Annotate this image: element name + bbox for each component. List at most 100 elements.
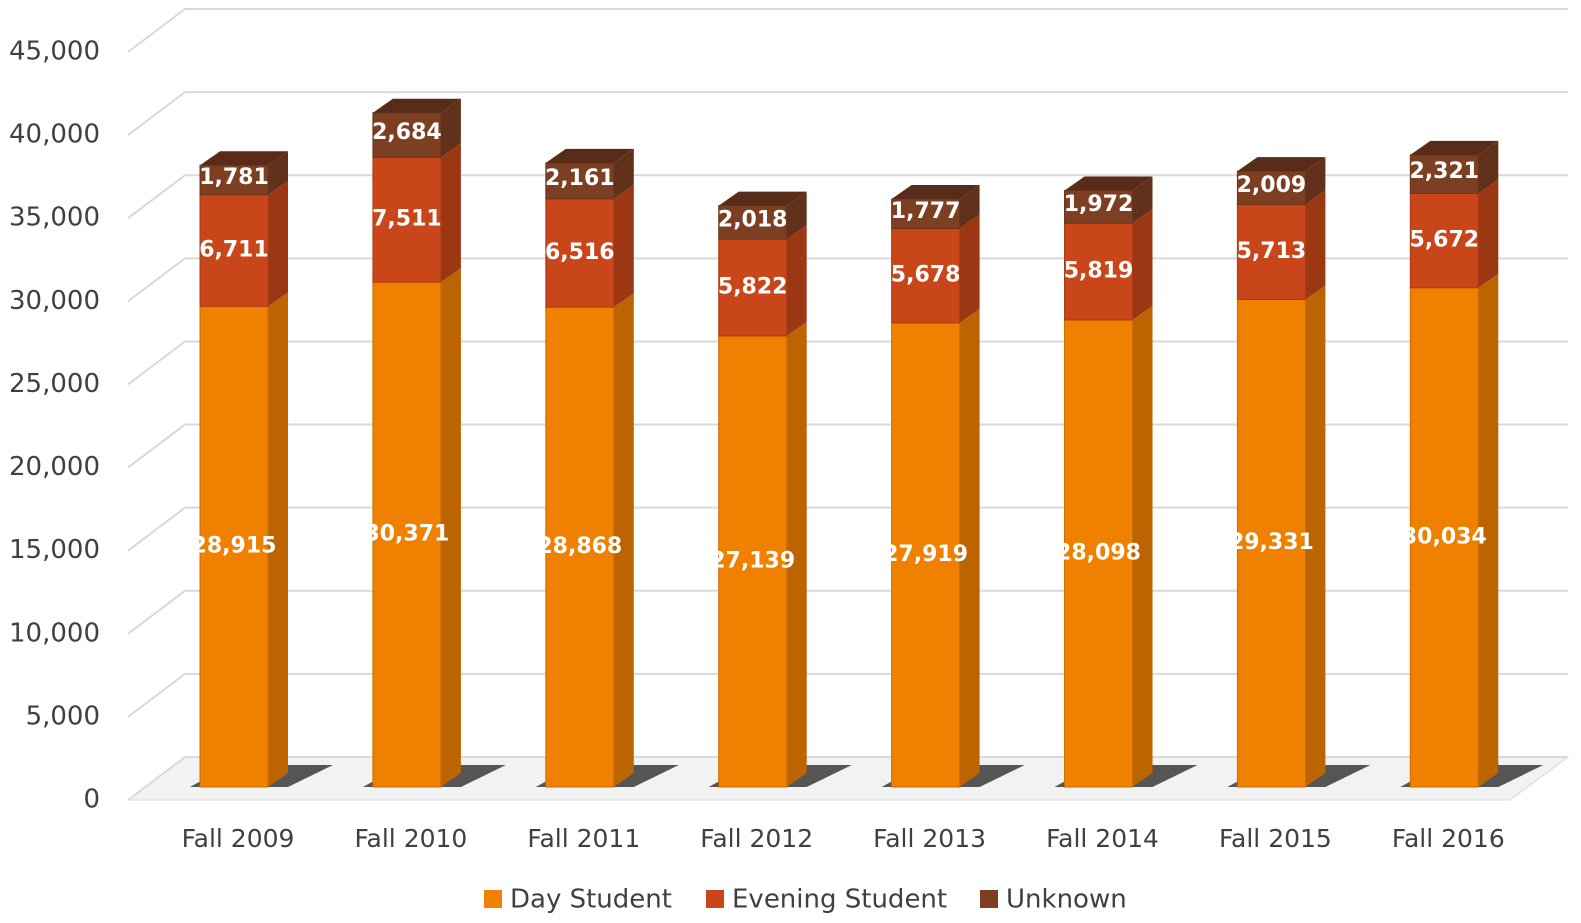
bar-side	[1478, 273, 1499, 787]
x-tick-label: Fall 2013	[873, 824, 986, 853]
bar-top	[545, 148, 634, 163]
bar-side	[268, 151, 288, 195]
bar-top	[1237, 157, 1326, 172]
stacked-bar	[372, 98, 461, 788]
bar-segment	[718, 205, 788, 240]
data-label: 7,511	[372, 207, 442, 232]
bar-side	[1305, 285, 1326, 787]
data-label: 2,684	[372, 120, 442, 145]
bar-segment	[891, 198, 961, 230]
data-label: 1,972	[1064, 192, 1134, 217]
bar-side	[1132, 209, 1153, 320]
x-tick-label: Fall 2010	[354, 824, 467, 853]
y-tick-label: 45,000	[9, 37, 100, 67]
data-label: 2,321	[1410, 159, 1480, 184]
bar-side	[959, 185, 980, 229]
legend-label: Unknown	[1006, 885, 1127, 915]
bar-side	[1478, 140, 1499, 194]
bar-side	[268, 292, 288, 787]
stacked-bar	[1236, 157, 1326, 788]
bar-side	[613, 184, 634, 308]
y-tick-label: 30,000	[9, 286, 100, 316]
bar-side	[1132, 305, 1153, 787]
grid-line	[127, 506, 1568, 552]
legend-label: Evening Student	[732, 885, 947, 915]
bar-segment	[545, 306, 615, 788]
data-label: 1,781	[199, 165, 269, 190]
bar-top	[372, 98, 461, 113]
bar-segment	[718, 238, 788, 337]
data-label: 1,777	[891, 199, 961, 224]
bar-segment	[545, 198, 615, 308]
grid-line	[127, 589, 1568, 635]
data-label: 28,868	[537, 534, 622, 559]
bar-side	[268, 180, 288, 307]
stacked-bar	[1064, 176, 1153, 788]
bar-segment	[372, 156, 442, 283]
bar-segment	[372, 112, 442, 158]
bar-segment	[718, 335, 788, 788]
data-label: 2,009	[1237, 173, 1307, 198]
bar-side	[1305, 157, 1326, 205]
bar-segment	[1064, 319, 1133, 788]
stacked-bar	[1409, 140, 1499, 788]
data-label: 5,672	[1410, 228, 1480, 253]
bar-segment	[1409, 154, 1479, 194]
data-label: 2,018	[718, 207, 788, 232]
y-tick-label: 15,000	[9, 535, 100, 565]
y-tick-label: 5,000	[26, 701, 100, 731]
bar-side	[440, 268, 461, 787]
x-tick-label: Fall 2011	[527, 824, 640, 853]
data-label: 28,098	[1056, 540, 1141, 565]
data-label: 6,516	[545, 240, 615, 265]
grid-line	[127, 8, 1568, 53]
data-label: 30,371	[364, 522, 449, 547]
bar-segment	[199, 305, 269, 788]
bar-side	[1305, 190, 1326, 300]
bar-segment	[199, 194, 269, 307]
bar-side	[786, 225, 807, 336]
bar-side	[613, 148, 634, 199]
data-label: 5,822	[718, 275, 788, 300]
floor	[126, 756, 1570, 801]
bar-segment	[1409, 287, 1479, 788]
bar-side	[786, 321, 807, 787]
bar-top	[891, 185, 980, 200]
stacked-bar	[718, 191, 807, 788]
stacked-bar	[545, 148, 634, 788]
bar-segment	[1064, 189, 1133, 224]
grid-line	[127, 257, 1568, 303]
bar-side	[1132, 176, 1153, 224]
data-label: 2,161	[545, 166, 615, 191]
x-tick-label: Fall 2014	[1046, 824, 1159, 853]
bar-segment	[1236, 298, 1306, 788]
data-label: 29,331	[1229, 530, 1314, 555]
y-tick-label: 10,000	[9, 618, 100, 648]
bar-top	[1064, 176, 1153, 191]
data-label: 6,711	[199, 238, 269, 263]
legend-swatch	[980, 890, 998, 908]
data-label: 5,713	[1237, 239, 1307, 264]
grid-line	[127, 174, 1568, 220]
data-label: 5,678	[891, 263, 961, 288]
bar-segment	[1409, 192, 1479, 289]
bar-side	[1478, 179, 1499, 288]
bar-segment	[891, 322, 961, 788]
data-label: 28,915	[192, 534, 277, 559]
y-tick-label: 25,000	[9, 369, 100, 399]
bar-segment	[1236, 203, 1306, 300]
bar-side	[959, 308, 980, 787]
x-tick-label: Fall 2015	[1219, 824, 1332, 853]
bar-top	[718, 191, 807, 206]
bar-side	[613, 293, 634, 787]
grid-line	[127, 423, 1568, 469]
legend-swatch	[706, 890, 724, 908]
x-tick-label: Fall 2009	[182, 824, 295, 853]
data-label: 27,139	[710, 548, 795, 573]
y-tick-label: 40,000	[9, 120, 100, 150]
legend-swatch	[484, 890, 502, 908]
x-tick-label: Fall 2016	[1392, 824, 1505, 853]
grid-line	[127, 91, 1568, 136]
